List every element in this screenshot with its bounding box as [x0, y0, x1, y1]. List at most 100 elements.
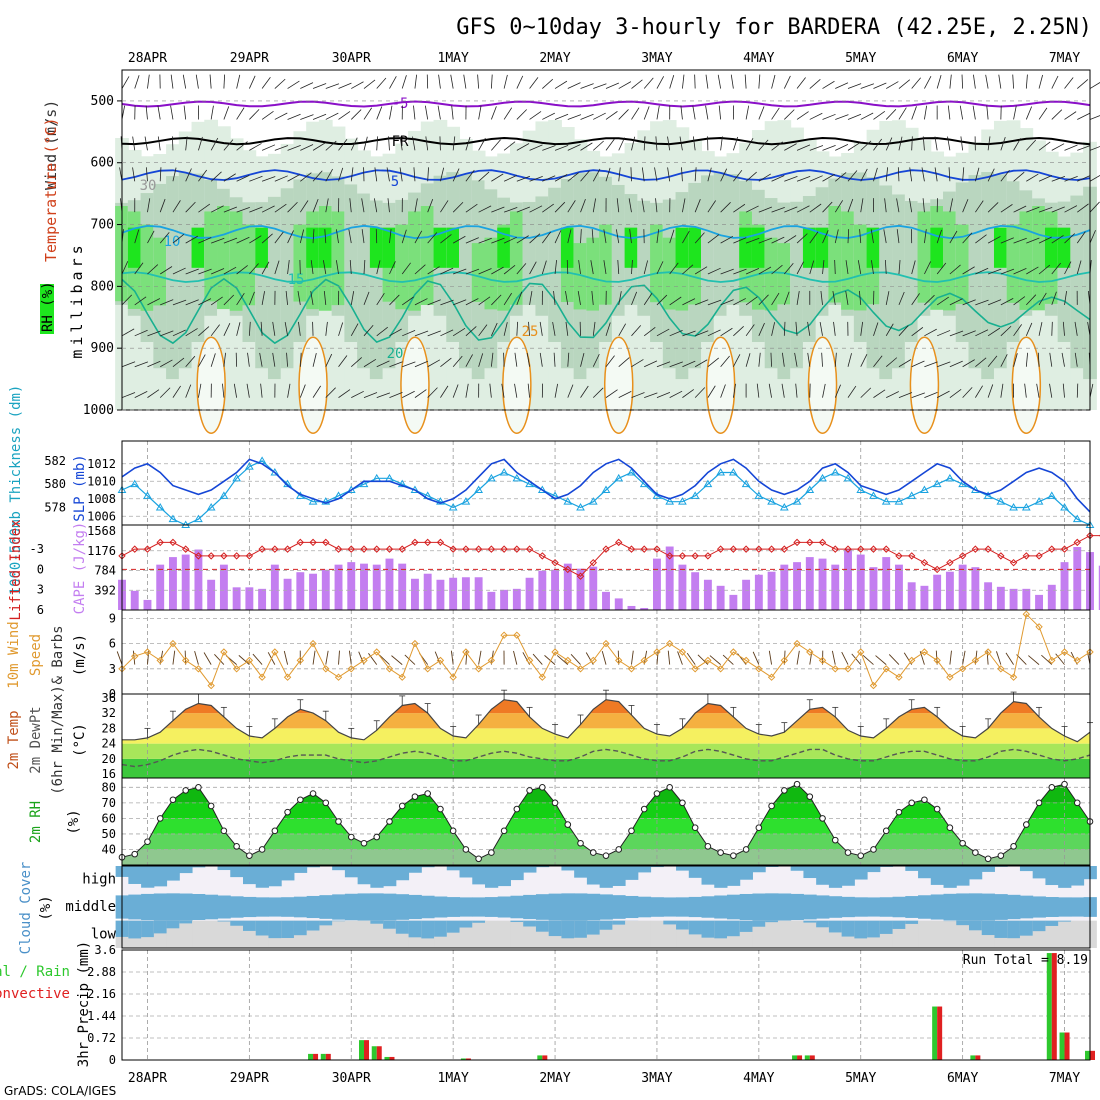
cloud-low-bar: [421, 920, 435, 939]
precip-tick-label: 0: [109, 1053, 116, 1067]
wind-barb: [249, 109, 260, 120]
wind-barb: [185, 168, 192, 182]
wind-barb: [771, 107, 780, 120]
surface-heating-dome: [298, 336, 328, 435]
wind-barb: [733, 298, 746, 306]
cape-bar: [907, 582, 916, 610]
wind-barb: [809, 203, 822, 213]
wind-barb: [465, 268, 480, 275]
wind-barb: [567, 229, 572, 244]
wind-barb: [962, 359, 975, 368]
rh2m-point: [793, 780, 801, 788]
thickness-point: [1047, 491, 1057, 499]
cloud-low-bar: [510, 920, 524, 923]
wind-barb: [399, 136, 403, 151]
precip-total-bar: [932, 1006, 938, 1060]
cloud-middle-bar: [994, 894, 1008, 920]
wind-barb: [924, 328, 937, 337]
wind-barb: [287, 174, 301, 182]
thickness-point: [219, 491, 229, 499]
lifted-index-point: [513, 545, 521, 553]
thickness-point: [881, 497, 891, 505]
wind-barb: [947, 136, 951, 151]
wind10-speed-point: [933, 656, 941, 665]
wind-barb: [490, 352, 494, 367]
wind-barb: [834, 352, 837, 367]
cloud-high-bar: [701, 866, 715, 885]
wind-barb: [707, 267, 721, 275]
rh2m-point: [921, 796, 928, 804]
wind-barb: [975, 234, 987, 244]
wind-barb: [784, 206, 798, 213]
wind-barb: [1000, 383, 1004, 398]
precip-conv-bar: [1090, 1050, 1095, 1060]
wind-barb: [363, 136, 368, 151]
wind-barb: [643, 77, 654, 89]
cloud-low-bg: [816, 920, 830, 948]
thickness-tick-label: 582: [44, 454, 66, 468]
wind-barb: [694, 74, 696, 89]
wind-barb: [578, 260, 581, 275]
slp-thickness-label: 1000-500mb Thickness (dm): [8, 385, 24, 596]
wind-barb: [490, 74, 493, 89]
rh-shade-green: [1019, 211, 1034, 310]
wind-barb: [134, 361, 149, 368]
lifted-index-label: Lifted Index: [8, 519, 24, 620]
wind-barb: [198, 237, 212, 244]
thickness-point: [525, 479, 534, 488]
wind-barb: [310, 291, 314, 305]
wind-barb: [198, 354, 206, 367]
wind-barb: [733, 354, 741, 367]
thickness-point: [665, 497, 675, 505]
wind10-speed-point: [920, 648, 929, 656]
cape-bar: [602, 591, 610, 610]
thickness-point: [1072, 514, 1082, 523]
rh-shade-bright: [624, 227, 639, 268]
wind-barb: [796, 261, 804, 275]
cloud-low-bar: [586, 920, 601, 935]
wind-barb: [667, 167, 671, 182]
wind10-barb: [841, 651, 849, 665]
wind-barb: [147, 330, 161, 337]
wind10-barb: [214, 654, 225, 665]
wind-barb: [223, 106, 230, 120]
rh2m-point: [309, 790, 317, 797]
wind-barb: [249, 75, 256, 89]
contour-label: 25: [522, 324, 539, 340]
wind-barb: [781, 352, 785, 367]
lifted-index-point: [589, 558, 597, 567]
wind-barb: [529, 291, 533, 305]
wind-barb: [949, 389, 962, 398]
wind-barb: [695, 299, 709, 306]
wind-barb: [768, 383, 772, 398]
wind-barb: [1089, 146, 1100, 151]
wind-barb: [553, 290, 556, 305]
rh2m-point: [742, 846, 750, 853]
wind-barb: [860, 321, 864, 336]
wind10-speed-point: [360, 656, 368, 665]
wind-barb: [1013, 267, 1027, 275]
rh-shade-bright: [688, 227, 703, 268]
wind-barb: [593, 83, 607, 89]
thickness-point: [958, 479, 968, 488]
wind-barb: [465, 354, 473, 367]
wind-barb: [121, 76, 130, 89]
wind-barb: [338, 82, 352, 89]
wind-barb: [440, 299, 454, 306]
wind-barb: [898, 136, 903, 151]
wind-barb: [134, 75, 140, 89]
cape-bar: [933, 574, 942, 610]
wind-barb: [1036, 383, 1040, 398]
cloud-middle-bar: [701, 896, 715, 918]
wind-barb: [936, 74, 942, 89]
wind-barb: [682, 360, 696, 368]
wind-barb: [936, 229, 942, 244]
surface-heating-dome: [603, 336, 634, 435]
wind-barb: [478, 324, 488, 337]
cloud-middle-bar: [905, 896, 919, 918]
cape-bar: [461, 577, 470, 610]
thickness-point: [321, 497, 331, 505]
wind-barb: [121, 361, 136, 368]
wind-barb: [720, 384, 726, 398]
cape-bar: [296, 572, 305, 610]
